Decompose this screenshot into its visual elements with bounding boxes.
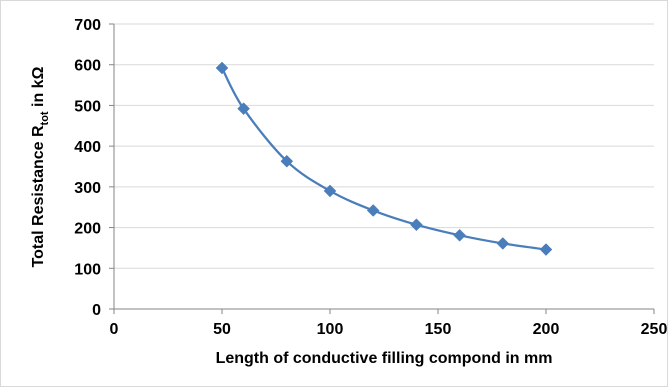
series-line: [221, 67, 547, 251]
data-point-marker: [410, 218, 423, 232]
x-tick-label: 100: [317, 321, 344, 338]
series: [215, 61, 553, 256]
x-tick-label: 200: [533, 321, 560, 338]
data-point-marker: [539, 243, 553, 256]
y-axis-title: Total Resistance Rtot in kΩ: [30, 66, 51, 267]
y-tick-label: 100: [74, 261, 101, 278]
data-point-marker: [237, 102, 250, 116]
y-tick-label: 200: [74, 221, 101, 238]
data-point-marker: [366, 204, 380, 217]
data-point-marker: [453, 228, 466, 242]
data-point-marker: [215, 61, 229, 75]
y-tick-label: 500: [74, 98, 101, 115]
y-tick-label: 600: [74, 58, 101, 75]
x-tick-label: 150: [425, 321, 452, 338]
y-axis-title-main: Total Resistance R: [30, 125, 47, 267]
data-point-marker: [280, 154, 294, 168]
data-point-marker: [323, 184, 337, 198]
axes: [109, 23, 655, 314]
x-axis-title: Length of conductive filling compond in …: [216, 350, 553, 367]
grid-lines: [114, 23, 654, 269]
y-axis-title-suffix: in kΩ: [30, 66, 47, 111]
data-point-marker: [496, 237, 510, 250]
y-axis-title-subscript: tot: [39, 111, 51, 125]
x-tick-label: 250: [641, 321, 668, 338]
x-tick-label: 0: [110, 321, 119, 338]
y-tick-label: 700: [74, 17, 101, 34]
x-tick-label: 50: [213, 321, 231, 338]
tick-labels: 0 100 200 300 400 500 600 700 0 50 100 150 200 250: [74, 17, 667, 338]
y-tick-label: 400: [74, 139, 101, 156]
y-tick-label: 300: [74, 180, 101, 197]
y-tick-label: 0: [92, 302, 101, 319]
